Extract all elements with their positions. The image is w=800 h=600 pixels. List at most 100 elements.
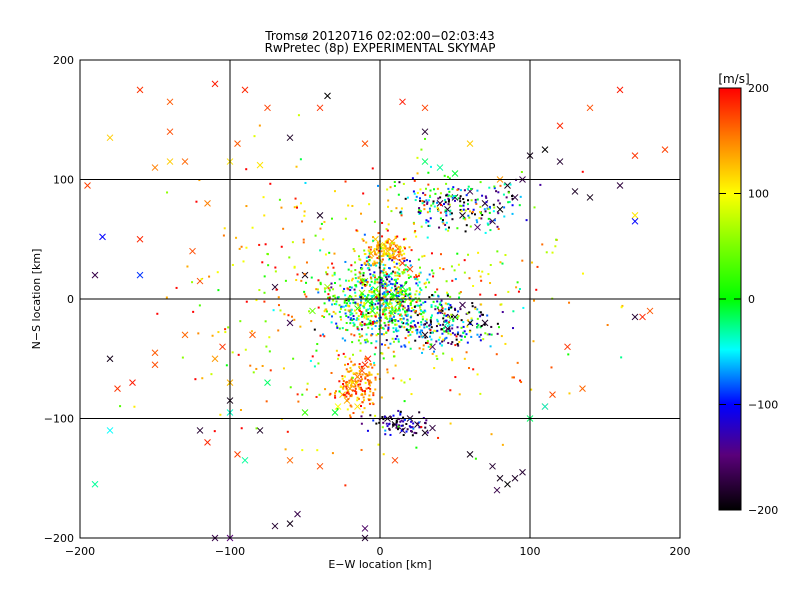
data-point-dot — [361, 378, 364, 381]
data-point-dot — [425, 221, 428, 224]
data-point-dot — [367, 249, 370, 252]
data-point-dot — [409, 302, 412, 305]
data-point-dot — [363, 314, 366, 317]
data-point-dot — [408, 297, 411, 300]
data-point-dot — [349, 318, 352, 321]
data-point-dot — [347, 296, 350, 299]
data-point-dot — [404, 247, 407, 250]
data-point-dot — [349, 394, 352, 397]
data-point-dot — [456, 188, 459, 191]
data-point-dot — [367, 365, 370, 368]
data-point-dot — [512, 376, 515, 379]
data-point-dot — [359, 349, 362, 352]
data-point-dot — [381, 283, 384, 286]
data-point-dot — [380, 250, 383, 253]
data-point-x — [334, 403, 342, 410]
data-point-dot — [467, 253, 470, 256]
data-point-dot — [446, 315, 449, 318]
data-point-dot — [456, 227, 459, 230]
data-point-dot — [459, 334, 462, 337]
data-point-dot — [339, 306, 342, 309]
data-point-dot — [345, 385, 348, 388]
data-point-dot — [383, 293, 386, 296]
data-point-dot — [389, 257, 392, 260]
data-point-dot — [369, 283, 372, 286]
data-point-dot — [310, 320, 313, 323]
data-point-dot — [165, 296, 168, 299]
data-point-dot — [420, 289, 423, 292]
data-point-dot — [339, 307, 342, 310]
data-point-dot — [400, 419, 403, 422]
data-point-dot — [369, 387, 372, 390]
data-point-dot — [606, 324, 609, 327]
data-point-dot — [392, 243, 395, 246]
data-point-dot — [431, 352, 434, 355]
data-point-dot — [367, 380, 370, 383]
data-point-dot — [389, 246, 392, 249]
data-point-dot — [361, 238, 364, 241]
data-point-dot — [318, 393, 321, 396]
data-point-dot — [350, 395, 353, 398]
data-point-dot — [456, 326, 459, 329]
data-point-dot — [352, 301, 355, 304]
data-point-dot — [370, 307, 373, 310]
data-point-x — [496, 206, 504, 213]
data-point-dot — [342, 393, 345, 396]
data-point-dot — [255, 367, 258, 370]
data-point-dot — [346, 302, 349, 305]
data-point-dot — [239, 409, 242, 412]
data-point-dot — [436, 312, 439, 315]
data-point-dot — [263, 275, 266, 278]
data-point-dot — [275, 288, 278, 291]
data-point-dot — [342, 380, 345, 383]
data-point-x — [504, 480, 511, 488]
data-point-dot — [418, 421, 421, 424]
data-point-dot — [303, 214, 306, 217]
data-point-dot — [429, 320, 432, 323]
data-point-dot — [439, 311, 442, 314]
data-point-dot — [396, 301, 399, 304]
data-point-dot — [351, 277, 354, 280]
data-point-dot — [335, 322, 338, 325]
data-point-dot — [340, 318, 343, 321]
data-point-dot — [386, 425, 389, 428]
data-point-dot — [487, 208, 490, 211]
data-point-dot — [493, 185, 496, 188]
data-point-dot — [397, 251, 400, 254]
data-point-dot — [476, 333, 479, 336]
data-point-dot — [545, 251, 548, 254]
data-point-dot — [397, 340, 400, 343]
data-point-dot — [382, 311, 385, 314]
data-point-dot — [434, 305, 437, 308]
data-point-x — [264, 379, 271, 387]
data-point-dot — [535, 288, 538, 291]
data-point-dot — [481, 213, 484, 216]
data-point-dot — [460, 210, 463, 213]
data-point-dot — [333, 273, 336, 276]
data-point-dot — [490, 325, 493, 328]
data-point-dot — [469, 323, 472, 326]
data-point-dot — [361, 283, 364, 286]
data-point-x — [511, 474, 519, 482]
y-tick-label: −100 — [44, 413, 74, 426]
data-point-dot — [406, 196, 409, 199]
data-point-dot — [414, 325, 417, 328]
data-point-dot — [310, 276, 313, 279]
data-point-x — [481, 319, 489, 327]
data-point-dot — [350, 377, 353, 380]
data-point-dot — [377, 276, 380, 279]
data-point-x — [286, 456, 294, 464]
data-point-dot — [367, 374, 370, 377]
data-point-dot — [407, 294, 410, 297]
data-point-x — [421, 429, 429, 437]
data-point-x — [639, 313, 646, 321]
data-point-dot — [468, 367, 471, 370]
data-point-dot — [399, 289, 402, 292]
data-point-dot — [380, 270, 383, 273]
data-point-dot — [406, 288, 409, 291]
data-point-dot — [396, 271, 399, 274]
data-point-dot — [388, 255, 391, 258]
y-axis-label: N−S location [km] — [30, 249, 43, 350]
data-point-dot — [394, 311, 397, 314]
data-point-dot — [457, 310, 460, 313]
